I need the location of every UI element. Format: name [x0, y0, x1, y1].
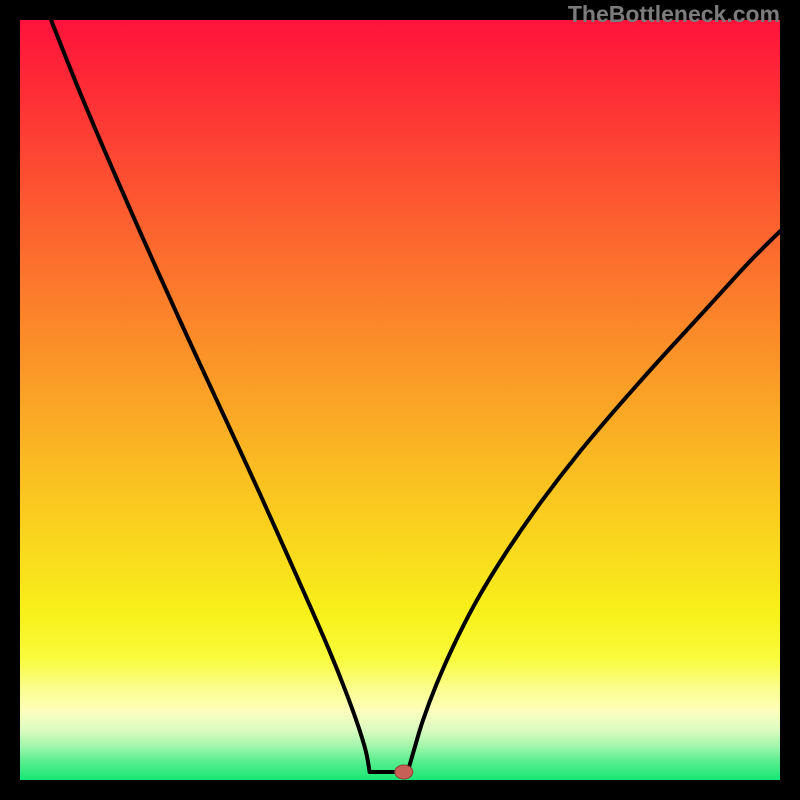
curve-layer [20, 20, 780, 780]
plot-area [20, 20, 780, 780]
optimum-marker [395, 765, 413, 779]
chart-stage: TheBottleneck.com [0, 0, 800, 800]
watermark-text: TheBottleneck.com [568, 1, 780, 28]
bottleneck-curve [45, 5, 780, 772]
